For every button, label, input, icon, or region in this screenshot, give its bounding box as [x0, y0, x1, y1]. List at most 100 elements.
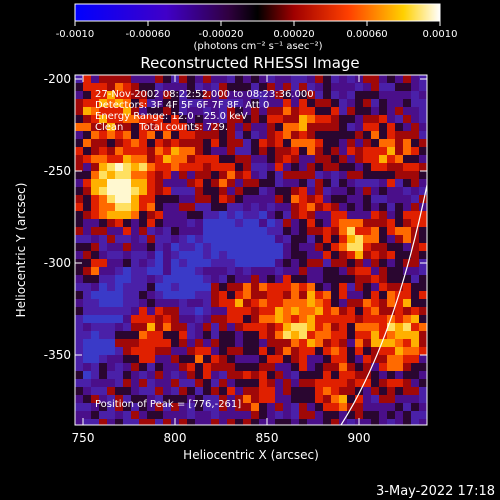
image-pixel — [235, 155, 244, 164]
image-pixel — [235, 251, 244, 260]
image-pixel — [275, 75, 284, 84]
image-pixel — [283, 179, 292, 188]
image-pixel — [155, 131, 164, 140]
image-pixel — [403, 155, 412, 164]
image-pixel — [75, 187, 84, 196]
image-pixel — [227, 139, 236, 148]
image-pixel — [347, 339, 356, 348]
image-pixel — [323, 75, 332, 84]
image-pixel — [323, 115, 332, 124]
image-pixel — [251, 123, 260, 132]
image-pixel — [251, 131, 260, 140]
image-pixel — [235, 259, 244, 268]
image-pixel — [91, 363, 100, 372]
image-pixel — [179, 267, 188, 276]
image-pixel — [123, 91, 132, 100]
image-pixel — [99, 179, 108, 188]
image-pixel — [315, 179, 324, 188]
image-pixel — [283, 387, 292, 396]
image-pixel — [203, 283, 212, 292]
image-pixel — [155, 387, 164, 396]
y-tick-label: -350 — [44, 348, 71, 362]
image-pixel — [291, 219, 300, 228]
image-pixel — [323, 283, 332, 292]
image-pixel — [419, 267, 427, 276]
image-pixel — [107, 371, 116, 380]
image-pixel — [243, 275, 252, 284]
image-pixel — [203, 131, 212, 140]
image-pixel — [243, 347, 252, 356]
image-pixel — [307, 299, 316, 308]
image-pixel — [347, 363, 356, 372]
image-pixel — [339, 395, 348, 404]
image-pixel — [147, 203, 156, 212]
image-pixel — [331, 163, 340, 172]
image-pixel — [179, 203, 188, 212]
image-pixel — [323, 139, 332, 148]
image-pixel — [363, 227, 372, 236]
image-pixel — [211, 363, 220, 372]
image-pixel — [387, 155, 396, 164]
image-pixel — [75, 323, 84, 332]
image-pixel — [403, 243, 412, 252]
image-pixel — [179, 75, 188, 84]
image-pixel — [75, 139, 84, 148]
image-pixel — [323, 243, 332, 252]
image-pixel — [299, 179, 308, 188]
image-pixel — [99, 267, 108, 276]
image-pixel — [379, 171, 388, 180]
image-pixel — [203, 243, 212, 252]
image-pixel — [163, 219, 172, 228]
image-pixel — [275, 99, 284, 108]
image-pixel — [371, 187, 380, 196]
image-pixel — [267, 299, 276, 308]
image-pixel — [91, 163, 100, 172]
annotation-energy-range: Energy Range: 12.0 - 25.0 keV — [95, 111, 248, 122]
image-pixel — [227, 419, 236, 425]
image-pixel — [187, 139, 196, 148]
image-pixel — [91, 107, 100, 116]
image-pixel — [107, 211, 116, 220]
image-pixel — [283, 91, 292, 100]
image-pixel — [307, 259, 316, 268]
image-pixel — [347, 163, 356, 172]
image-pixel — [243, 419, 252, 425]
image-pixel — [275, 235, 284, 244]
image-pixel — [107, 387, 116, 396]
image-pixel — [251, 179, 260, 188]
image-pixel — [387, 411, 396, 420]
image-pixel — [267, 99, 276, 108]
image-pixel — [331, 179, 340, 188]
image-pixel — [403, 147, 412, 156]
image-pixel — [99, 131, 108, 140]
image-pixel — [339, 147, 348, 156]
image-pixel — [395, 123, 404, 132]
image-pixel — [283, 251, 292, 260]
image-pixel — [147, 307, 156, 316]
image-pixel — [411, 371, 420, 380]
image-pixel — [275, 179, 284, 188]
image-pixel — [403, 267, 412, 276]
image-pixel — [195, 99, 204, 108]
image-pixel — [347, 251, 356, 260]
image-pixel — [139, 331, 148, 340]
image-pixel — [299, 387, 308, 396]
image-pixel — [371, 83, 380, 92]
image-pixel — [99, 283, 108, 292]
image-pixel — [387, 75, 396, 84]
image-pixel — [115, 227, 124, 236]
image-pixel — [147, 379, 156, 388]
image-pixel — [339, 187, 348, 196]
image-pixel — [99, 107, 108, 116]
image-pixel — [403, 379, 412, 388]
image-pixel — [107, 275, 116, 284]
image-pixel — [299, 147, 308, 156]
image-pixel — [259, 283, 268, 292]
image-pixel — [147, 355, 156, 364]
image-pixel — [75, 315, 84, 324]
image-pixel — [83, 99, 92, 108]
image-pixel — [299, 419, 308, 425]
image-pixel — [147, 91, 156, 100]
image-pixel — [323, 299, 332, 308]
image-pixel — [155, 219, 164, 228]
